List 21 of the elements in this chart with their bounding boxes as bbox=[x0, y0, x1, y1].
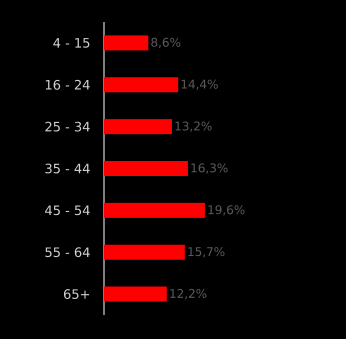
data-label: 16,3% bbox=[191, 163, 228, 174]
bar bbox=[104, 119, 172, 134]
bar bbox=[104, 35, 148, 50]
bar bbox=[104, 286, 167, 302]
data-label: 15,7% bbox=[188, 247, 224, 258]
data-label: 12,2% bbox=[170, 288, 206, 300]
y-tick-label: 65+ bbox=[64, 289, 90, 299]
y-tick-label: 45 - 54 bbox=[45, 206, 90, 216]
y-tick-label: 35 - 44 bbox=[45, 164, 90, 174]
y-tick-label: 25 - 34 bbox=[45, 122, 90, 132]
y-tick-label: 55 - 64 bbox=[45, 247, 90, 258]
y-tick-label: 16 - 24 bbox=[46, 80, 90, 90]
data-label: 13,2% bbox=[175, 121, 212, 132]
data-label: 19,6% bbox=[208, 205, 245, 216]
data-label: 14,4% bbox=[182, 80, 218, 90]
data-label: 8,6% bbox=[151, 38, 180, 48]
bar bbox=[104, 160, 188, 176]
y-tick-label: 4 - 15 bbox=[53, 38, 90, 48]
bar bbox=[104, 202, 205, 218]
bar bbox=[104, 77, 178, 92]
bar bbox=[104, 244, 185, 260]
